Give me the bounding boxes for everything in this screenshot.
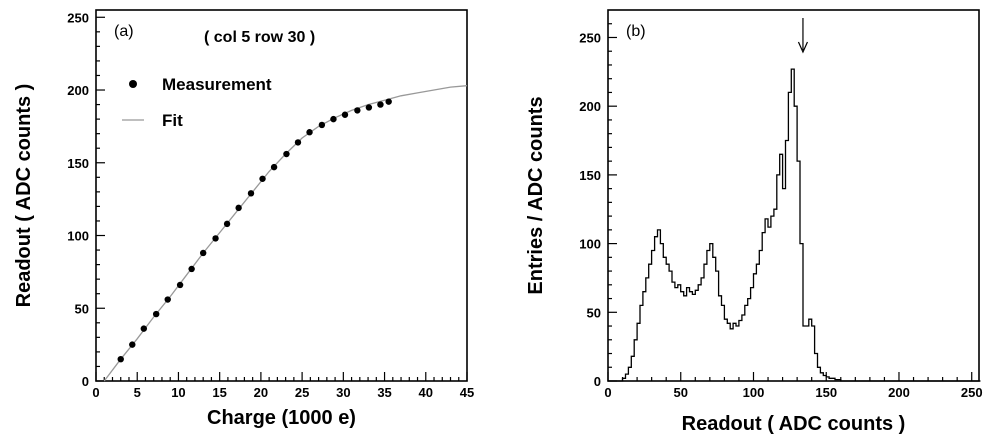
measurement-point (223, 220, 231, 228)
x-tick-label-b: 50 (674, 385, 688, 400)
measurement-point (306, 129, 313, 136)
legend-label-fit: Fit (162, 111, 183, 130)
measurement-point (164, 296, 171, 303)
measurement-point (365, 104, 373, 111)
x-axis-title-b: Readout ( ADC counts ) (682, 413, 906, 435)
fit-curve (103, 85, 468, 382)
measurement-point (140, 325, 148, 332)
measurement-point (385, 98, 392, 105)
legend-marker-measurement (129, 80, 137, 88)
x-tick-label-b: 100 (743, 385, 765, 400)
measurement-point (318, 121, 326, 129)
histogram-series (608, 68, 981, 382)
measurement-point (152, 310, 160, 318)
plot-frame-b (607, 9, 980, 382)
measurement-point (354, 107, 361, 114)
x-tick-label-b: 250 (961, 385, 983, 400)
x-tick-label-a: 30 (336, 385, 350, 400)
measurement-point (129, 341, 136, 348)
plot-frame-a (95, 9, 468, 382)
y-tick-label-a: 100 (67, 229, 89, 244)
measurement-point (283, 150, 290, 158)
panel-b: 0 50 100 150 200 250 0 50 100 150 200 250 Readout ( … (525, 9, 983, 435)
measurement-point (341, 111, 349, 118)
measurement-point (377, 101, 384, 108)
measurement-point (330, 115, 337, 123)
measurement-point (188, 265, 195, 273)
x-tick-label-a: 20 (254, 385, 268, 400)
x-tick-label-a: 0 (92, 385, 99, 400)
y-tick-label-b: 50 (587, 305, 601, 320)
y-tick-label-b: 100 (579, 237, 601, 252)
x-tick-label-a: 45 (460, 385, 474, 400)
panel-label-a: (a) (114, 23, 134, 40)
x-tick-label-a: 40 (419, 385, 433, 400)
annotation-a: ( col 5 row 30 ) (204, 29, 315, 46)
x-tick-label-a: 35 (377, 385, 391, 400)
panel-a: 0 5 10 15 20 25 30 35 40 45 0 50 100 150 200 250 Charge … (13, 9, 474, 429)
y-tick-label-b: 200 (579, 99, 601, 114)
y-tick-label-a: 200 (67, 83, 89, 98)
measurement-point (199, 249, 207, 257)
y-tick-label-a: 0 (82, 374, 89, 389)
y-tick-label-b: 150 (579, 168, 601, 183)
measurement-point (294, 139, 302, 146)
peak-arrow-icon (797, 41, 809, 54)
panel-label-b: (b) (626, 23, 646, 40)
measurement-point (247, 190, 255, 197)
x-tick-label-a: 15 (212, 385, 226, 400)
measurement-point (270, 163, 278, 171)
measurement-point (117, 355, 124, 363)
y-tick-label-a: 250 (67, 10, 89, 25)
x-tick-label-b: 200 (888, 385, 910, 400)
x-tick-label-b: 150 (815, 385, 837, 400)
x-tick-label-a: 5 (134, 385, 141, 400)
x-tick-label-a: 25 (295, 385, 309, 400)
y-axis-title-a: Readout ( ADC counts ) (13, 84, 35, 308)
y-axis-title-b: Entries / ADC counts (525, 96, 547, 294)
x-tick-label-a: 10 (171, 385, 185, 400)
measurement-point (176, 281, 184, 289)
x-tick-label-b: 0 (604, 385, 611, 400)
measurement-point (235, 204, 242, 212)
y-tick-label-b: 0 (594, 374, 601, 389)
y-tick-label-a: 50 (75, 301, 89, 316)
y-tick-label-b: 250 (579, 30, 601, 45)
x-axis-title-a: Charge (1000 e) (207, 407, 356, 429)
legend-label-measurement: Measurement (162, 75, 272, 94)
measurement-point (259, 175, 266, 182)
y-tick-label-a: 150 (67, 156, 89, 171)
measurement-point (212, 235, 219, 242)
